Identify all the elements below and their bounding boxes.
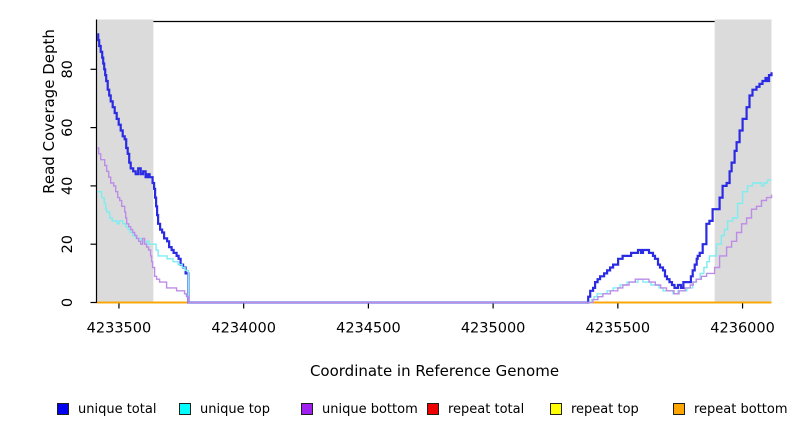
y-tick-label: 0 <box>60 298 76 307</box>
x-tick-label: 4236000 <box>710 321 775 337</box>
x-tick-label: 4234500 <box>336 321 401 337</box>
series-unique-total <box>97 33 773 304</box>
shaded-region <box>714 19 772 303</box>
series-unique-bottom <box>97 147 773 304</box>
x-axis-title: Coordinate in Reference Genome <box>309 362 560 380</box>
legend-item-unique-bottom: unique bottom <box>301 399 418 419</box>
legend-swatch-icon <box>427 403 439 415</box>
x-tick-label: 4233500 <box>87 321 152 337</box>
legend-swatch-icon <box>301 403 313 415</box>
legend-label: repeat bottom <box>694 401 788 417</box>
legend-label: unique top <box>200 401 271 417</box>
y-tick-label: 40 <box>60 177 76 195</box>
shaded-region <box>96 19 154 303</box>
y-tick-label: 80 <box>60 60 76 78</box>
x-tick-label: 4235500 <box>586 321 651 337</box>
legend-item-repeat-top: repeat top <box>550 399 639 419</box>
legend-label: unique bottom <box>322 401 418 417</box>
legend-label: repeat total <box>448 401 525 417</box>
y-axis-title: Read Coverage Depth <box>40 29 58 194</box>
y-tick-label: 20 <box>60 235 76 253</box>
legend-label: unique total <box>78 401 157 417</box>
legend-item-repeat-bottom: repeat bottom <box>673 399 788 419</box>
legend-swatch-icon <box>673 403 685 415</box>
legend-swatch-icon <box>550 403 562 415</box>
y-tick-label: 60 <box>60 118 76 136</box>
series-unique-top <box>97 179 772 304</box>
legend-item-repeat-total: repeat total <box>427 399 524 419</box>
legend-swatch-icon <box>57 403 69 415</box>
x-tick-label: 4234000 <box>211 321 276 337</box>
legend-label: repeat top <box>571 401 639 417</box>
legend: unique total unique top unique bottom repea… <box>0 399 792 423</box>
legend-item-unique-total: unique total <box>57 399 156 419</box>
x-tick-label: 4235000 <box>461 321 526 337</box>
legend-swatch-icon <box>179 403 191 415</box>
legend-item-unique-top: unique top <box>179 399 270 419</box>
